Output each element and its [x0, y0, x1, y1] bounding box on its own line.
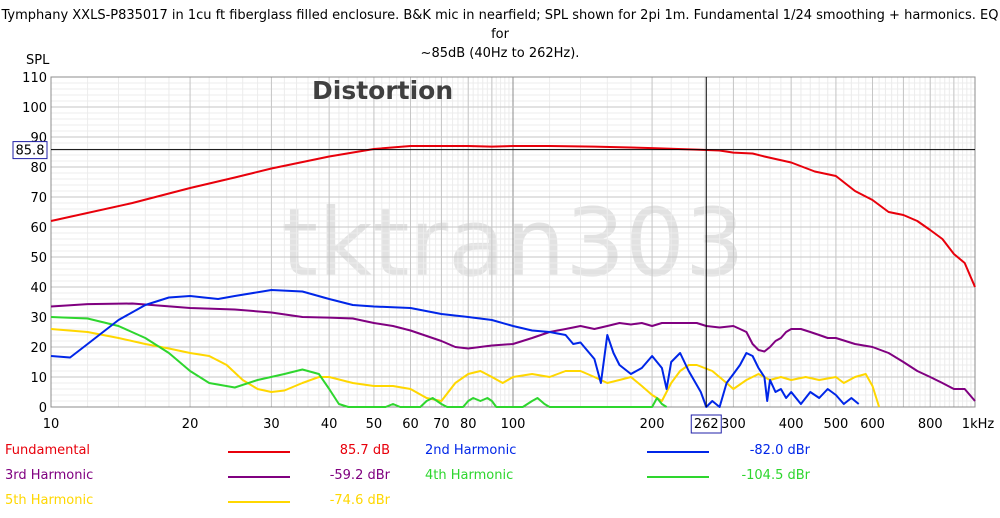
x-tick-label: 100: [501, 417, 526, 432]
y-tick-label: 30: [30, 311, 47, 326]
cursor-y-box: [12, 141, 48, 160]
legend-value-3rd-harmonic: -59.2 dBr: [329, 468, 390, 483]
legend-label-3rd-harmonic: 3rd Harmonic: [5, 468, 94, 483]
cursor-y-label: 85.8: [16, 144, 45, 159]
cursor-x-box: [690, 414, 722, 434]
x-axis: 10 20 30 40 50 60 70 80 100 200 300 400 500 600 800 1kH…: [43, 417, 995, 432]
x-tick-label: 80: [460, 417, 477, 432]
legend-value-4th-harmonic: -104.5 dBr: [741, 468, 810, 483]
chart-title-line-2: ~85dB (40Hz to 262Hz).: [420, 46, 580, 61]
x-tick-label: 400: [779, 417, 804, 432]
legend-swatch-fundamental: [228, 451, 290, 453]
legend-swatch-5th-harmonic: [228, 501, 290, 503]
x-tick-label: 70: [433, 417, 450, 432]
series-line-2nd-harmonic: [50, 289, 860, 408]
x-tick-label: 20: [182, 417, 199, 432]
panel-label: Distortion: [312, 76, 453, 105]
y-tick-label: 20: [30, 341, 47, 356]
chart-title: Tymphany XXLS-P835017 in 1cu ft fibergla…: [0, 6, 1000, 63]
legend-label-fundamental: Fundamental: [5, 443, 91, 458]
cursor-x-label: 262: [694, 417, 719, 432]
legend-label-4th-harmonic: 4th Harmonic: [425, 468, 514, 483]
x-tick-label: 50: [366, 417, 383, 432]
y-tick-label: 50: [30, 251, 47, 266]
y-tick-label: 70: [30, 191, 47, 206]
x-tick-label: 500: [824, 417, 849, 432]
x-tick-label: 600: [860, 417, 885, 432]
major-gridlines: [51, 76, 975, 408]
legend-value-5th-harmonic: -74.6 dBr: [329, 493, 390, 508]
y-tick-label: 80: [30, 161, 47, 176]
x-tick-label: 200: [640, 417, 665, 432]
legend-value-fundamental: 85.7 dB: [339, 443, 390, 458]
y-tick-label: 110: [22, 71, 47, 86]
y-tick-label: 60: [30, 221, 47, 236]
y-axis-label: SPL: [26, 53, 50, 68]
legend-label-2nd-harmonic: 2nd Harmonic: [425, 443, 517, 458]
x-tick-label: 40: [321, 417, 338, 432]
y-tick-label: 100: [22, 101, 47, 116]
legend-swatch-4th-harmonic: [647, 476, 709, 478]
x-tick-label: 10: [43, 417, 60, 432]
legend-swatch-2nd-harmonic: [647, 451, 709, 453]
series-line-4th-harmonic: [50, 316, 668, 408]
series-line-5th-harmonic: [50, 328, 881, 408]
legend-swatch-3rd-harmonic: [228, 476, 290, 478]
x-tick-label: 30: [263, 417, 280, 432]
x-tick-label: 800: [918, 417, 943, 432]
x-tick-label: 1kHz: [962, 417, 995, 432]
y-tick-label: 0: [39, 401, 47, 416]
y-tick-label: 10: [30, 371, 47, 386]
x-tick-label: 300: [721, 417, 746, 432]
legend-value-2nd-harmonic: -82.0 dBr: [749, 443, 810, 458]
x-tick-label: 60: [402, 417, 419, 432]
chart-title-line-1: Tymphany XXLS-P835017 in 1cu ft fibergla…: [1, 8, 999, 42]
legend-label-5th-harmonic: 5th Harmonic: [5, 493, 94, 508]
series-line-3rd-harmonic: [50, 302, 976, 402]
y-tick-label: 40: [30, 281, 47, 296]
